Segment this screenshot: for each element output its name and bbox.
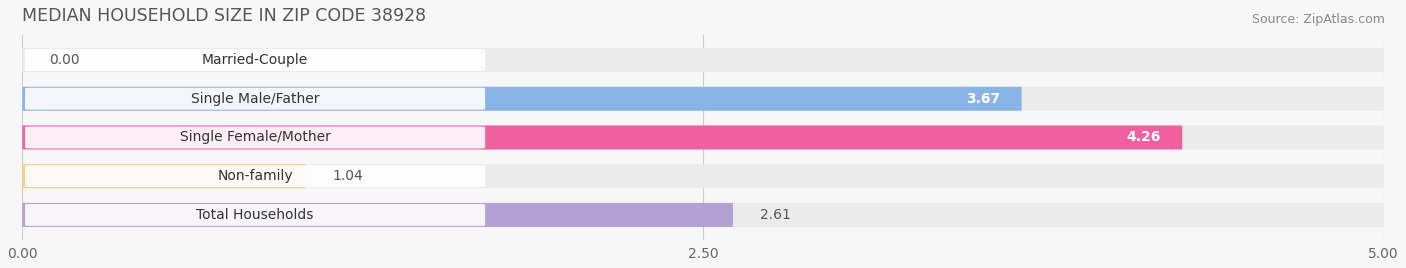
Text: 1.04: 1.04 bbox=[333, 169, 363, 183]
FancyBboxPatch shape bbox=[25, 165, 485, 187]
Text: Total Households: Total Households bbox=[197, 208, 314, 222]
Text: Single Female/Mother: Single Female/Mother bbox=[180, 131, 330, 144]
Text: Non-family: Non-family bbox=[218, 169, 292, 183]
FancyBboxPatch shape bbox=[25, 204, 485, 226]
Text: Source: ZipAtlas.com: Source: ZipAtlas.com bbox=[1251, 13, 1385, 27]
Text: 0.00: 0.00 bbox=[49, 53, 80, 67]
Text: 2.61: 2.61 bbox=[761, 208, 792, 222]
FancyBboxPatch shape bbox=[22, 125, 1182, 150]
Text: Married-Couple: Married-Couple bbox=[202, 53, 308, 67]
Text: 3.67: 3.67 bbox=[966, 92, 1000, 106]
FancyBboxPatch shape bbox=[25, 49, 485, 71]
FancyBboxPatch shape bbox=[22, 164, 305, 188]
Text: Single Male/Father: Single Male/Father bbox=[191, 92, 319, 106]
FancyBboxPatch shape bbox=[22, 87, 1022, 111]
FancyBboxPatch shape bbox=[22, 87, 1384, 111]
Text: MEDIAN HOUSEHOLD SIZE IN ZIP CODE 38928: MEDIAN HOUSEHOLD SIZE IN ZIP CODE 38928 bbox=[22, 7, 426, 25]
FancyBboxPatch shape bbox=[22, 203, 1384, 227]
Text: 4.26: 4.26 bbox=[1126, 131, 1160, 144]
FancyBboxPatch shape bbox=[25, 126, 485, 148]
FancyBboxPatch shape bbox=[22, 164, 1384, 188]
FancyBboxPatch shape bbox=[25, 88, 485, 110]
FancyBboxPatch shape bbox=[22, 125, 1384, 150]
FancyBboxPatch shape bbox=[22, 203, 733, 227]
FancyBboxPatch shape bbox=[22, 48, 1384, 72]
